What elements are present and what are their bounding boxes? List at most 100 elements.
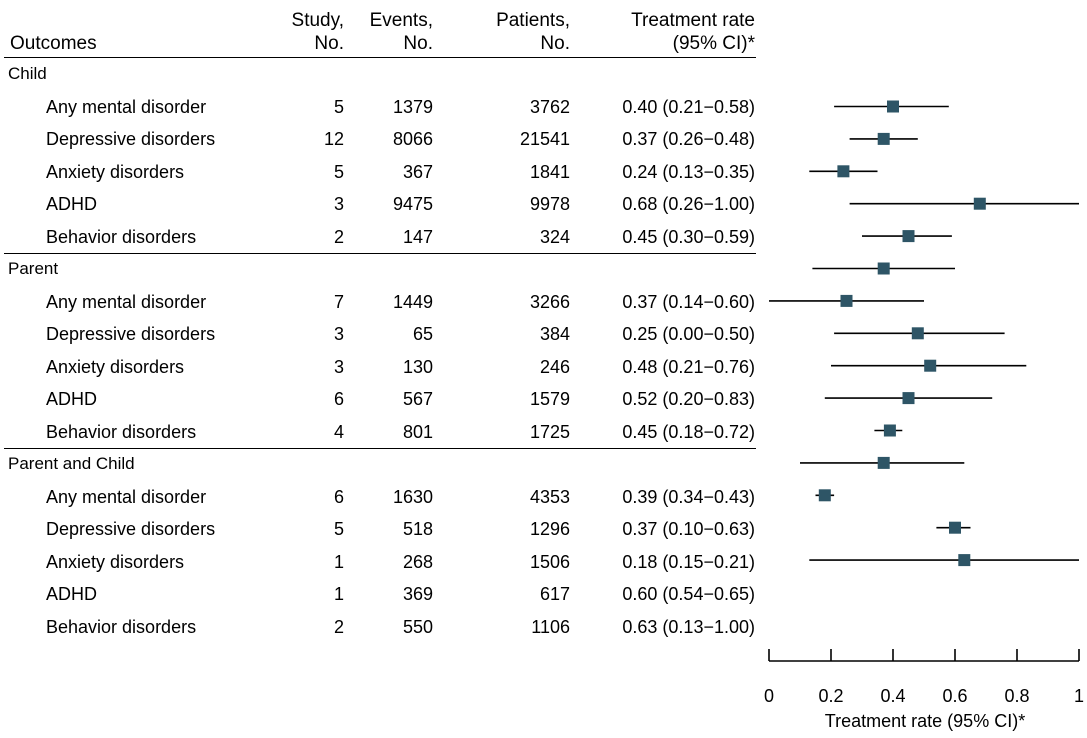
header-study-line2: No. [314,33,344,54]
studies-count: 3 [333,194,344,214]
patients-count: 1106 [531,616,570,637]
patients-count: 3762 [529,96,570,117]
x-tick-label: 0.6 [942,686,967,706]
outcome-label: Any mental disorder [46,96,207,117]
patients-count: 4353 [529,486,570,507]
outcome-label: Behavior disorders [46,421,197,442]
header-patients-line2: No. [540,33,570,54]
studies-count: 12 [323,129,344,149]
patients-count: 21541 [519,129,570,149]
studies-count: 1 [333,584,344,604]
rate-ci-text: 0.45 (0.18−0.72) [622,421,755,442]
outcome-label: Any mental disorder [46,291,207,312]
events-count: 1630 [392,486,433,507]
group-divider [4,253,756,254]
x-axis: 0 0.2 0.4 0.6 0.8 1 [764,649,1084,706]
point-estimate-marker [924,359,937,372]
point-estimate-marker [949,521,961,534]
point-estimate-marker [883,424,896,437]
studies-count: 2 [333,616,344,637]
rate-ci-text: 0.40 (0.21−0.58) [622,96,755,117]
patients-count: 1506 [529,551,570,572]
rate-ci-text: 0.24 (0.13−0.35) [622,161,755,182]
rate-ci-text: 0.25 (0.00−0.50) [622,324,755,344]
outcome-label: Behavior disorders [46,616,197,637]
studies-count: 5 [333,96,344,117]
group-label: Parent [8,259,59,278]
rate-ci-text: 0.18 (0.15−0.21) [622,551,755,572]
rate-ci-text: 0.37 (0.14−0.60) [622,291,755,312]
patients-count: 246 [539,356,570,377]
patients-count: 1841 [529,161,570,182]
rate-ci-text: 0.60 (0.54−0.65) [622,584,755,604]
x-tick-label: 0.4 [880,686,905,706]
x-axis-label: Treatment rate (95% CI)* [825,711,1025,731]
outcome-label: Behavior disorders [46,226,197,247]
point-estimate-marker [877,456,890,469]
ci-lines [769,100,1079,567]
point-estimate-marker [837,165,850,178]
patients-count: 3266 [529,291,570,312]
header-outcomes: Outcomes [10,33,97,54]
rate-ci-text: 0.37 (0.10−0.63) [622,519,755,539]
events-count: 65 [412,324,433,344]
x-tick-label: 0.8 [1004,686,1029,706]
patients-count: 617 [539,584,570,604]
point-estimate-marker [818,489,831,502]
x-tick-label: 0 [764,686,774,706]
outcome-label: Anxiety disorders [46,161,185,182]
header-patients-line1: Patients, [496,10,570,31]
header-events-line2: No. [403,33,433,54]
events-count: 268 [402,551,433,572]
patients-count: 324 [539,226,570,247]
point-estimate-marker [973,197,986,210]
outcome-label: Any mental disorder [46,486,207,507]
studies-count: 4 [333,421,344,442]
rate-ci-text: 0.45 (0.30−0.59) [622,226,755,247]
studies-count: 7 [333,291,344,312]
point-estimate-marker [877,262,890,275]
point-estimate-marker [840,294,853,307]
header-events-line1: Events, [369,10,433,31]
studies-count: 2 [333,226,344,247]
x-tick-label: 0.2 [818,686,843,706]
header-rate-line1: Treatment rate [631,10,755,31]
point-estimate-marker [902,230,915,243]
group-label: Parent and Child [8,454,135,473]
events-count: 1449 [392,291,433,312]
rate-ci-text: 0.52 (0.20−0.83) [622,389,755,409]
events-count: 147 [402,226,433,247]
events-count: 550 [402,616,433,637]
events-count: 367 [402,161,433,182]
studies-count: 3 [333,356,344,377]
group-label: Child [8,64,47,83]
patients-count: 9978 [529,194,570,214]
patients-count: 1296 [529,519,570,539]
outcome-label: ADHD [46,389,98,409]
rate-ci-text: 0.48 (0.21−0.76) [622,356,755,377]
studies-count: 5 [333,519,344,539]
events-count: 130 [402,356,433,377]
outcome-label: Anxiety disorders [46,551,185,572]
patients-count: 1725 [529,421,570,442]
header-study-line1: Study, [291,10,344,31]
rate-ci-text: 0.39 (0.34−0.43) [622,486,755,507]
x-tick-label: 1 [1074,686,1084,706]
point-estimate-marker [958,554,971,567]
events-count: 567 [402,389,433,409]
studies-count: 3 [333,324,344,344]
point-estimate-marker [911,327,924,340]
patients-count: 1579 [529,389,570,409]
rate-ci-text: 0.68 (0.26−1.00) [622,194,755,214]
outcome-label: Depressive disorders [46,324,216,344]
group-divider [4,448,756,449]
header-divider [4,57,756,58]
rate-ci-text: 0.37 (0.26−0.48) [622,129,755,149]
outcome-label: ADHD [46,194,98,214]
events-count: 8066 [392,129,433,149]
events-count: 1379 [392,96,433,117]
studies-count: 1 [333,551,344,572]
studies-count: 6 [333,389,344,409]
point-estimate-marker [902,392,915,405]
